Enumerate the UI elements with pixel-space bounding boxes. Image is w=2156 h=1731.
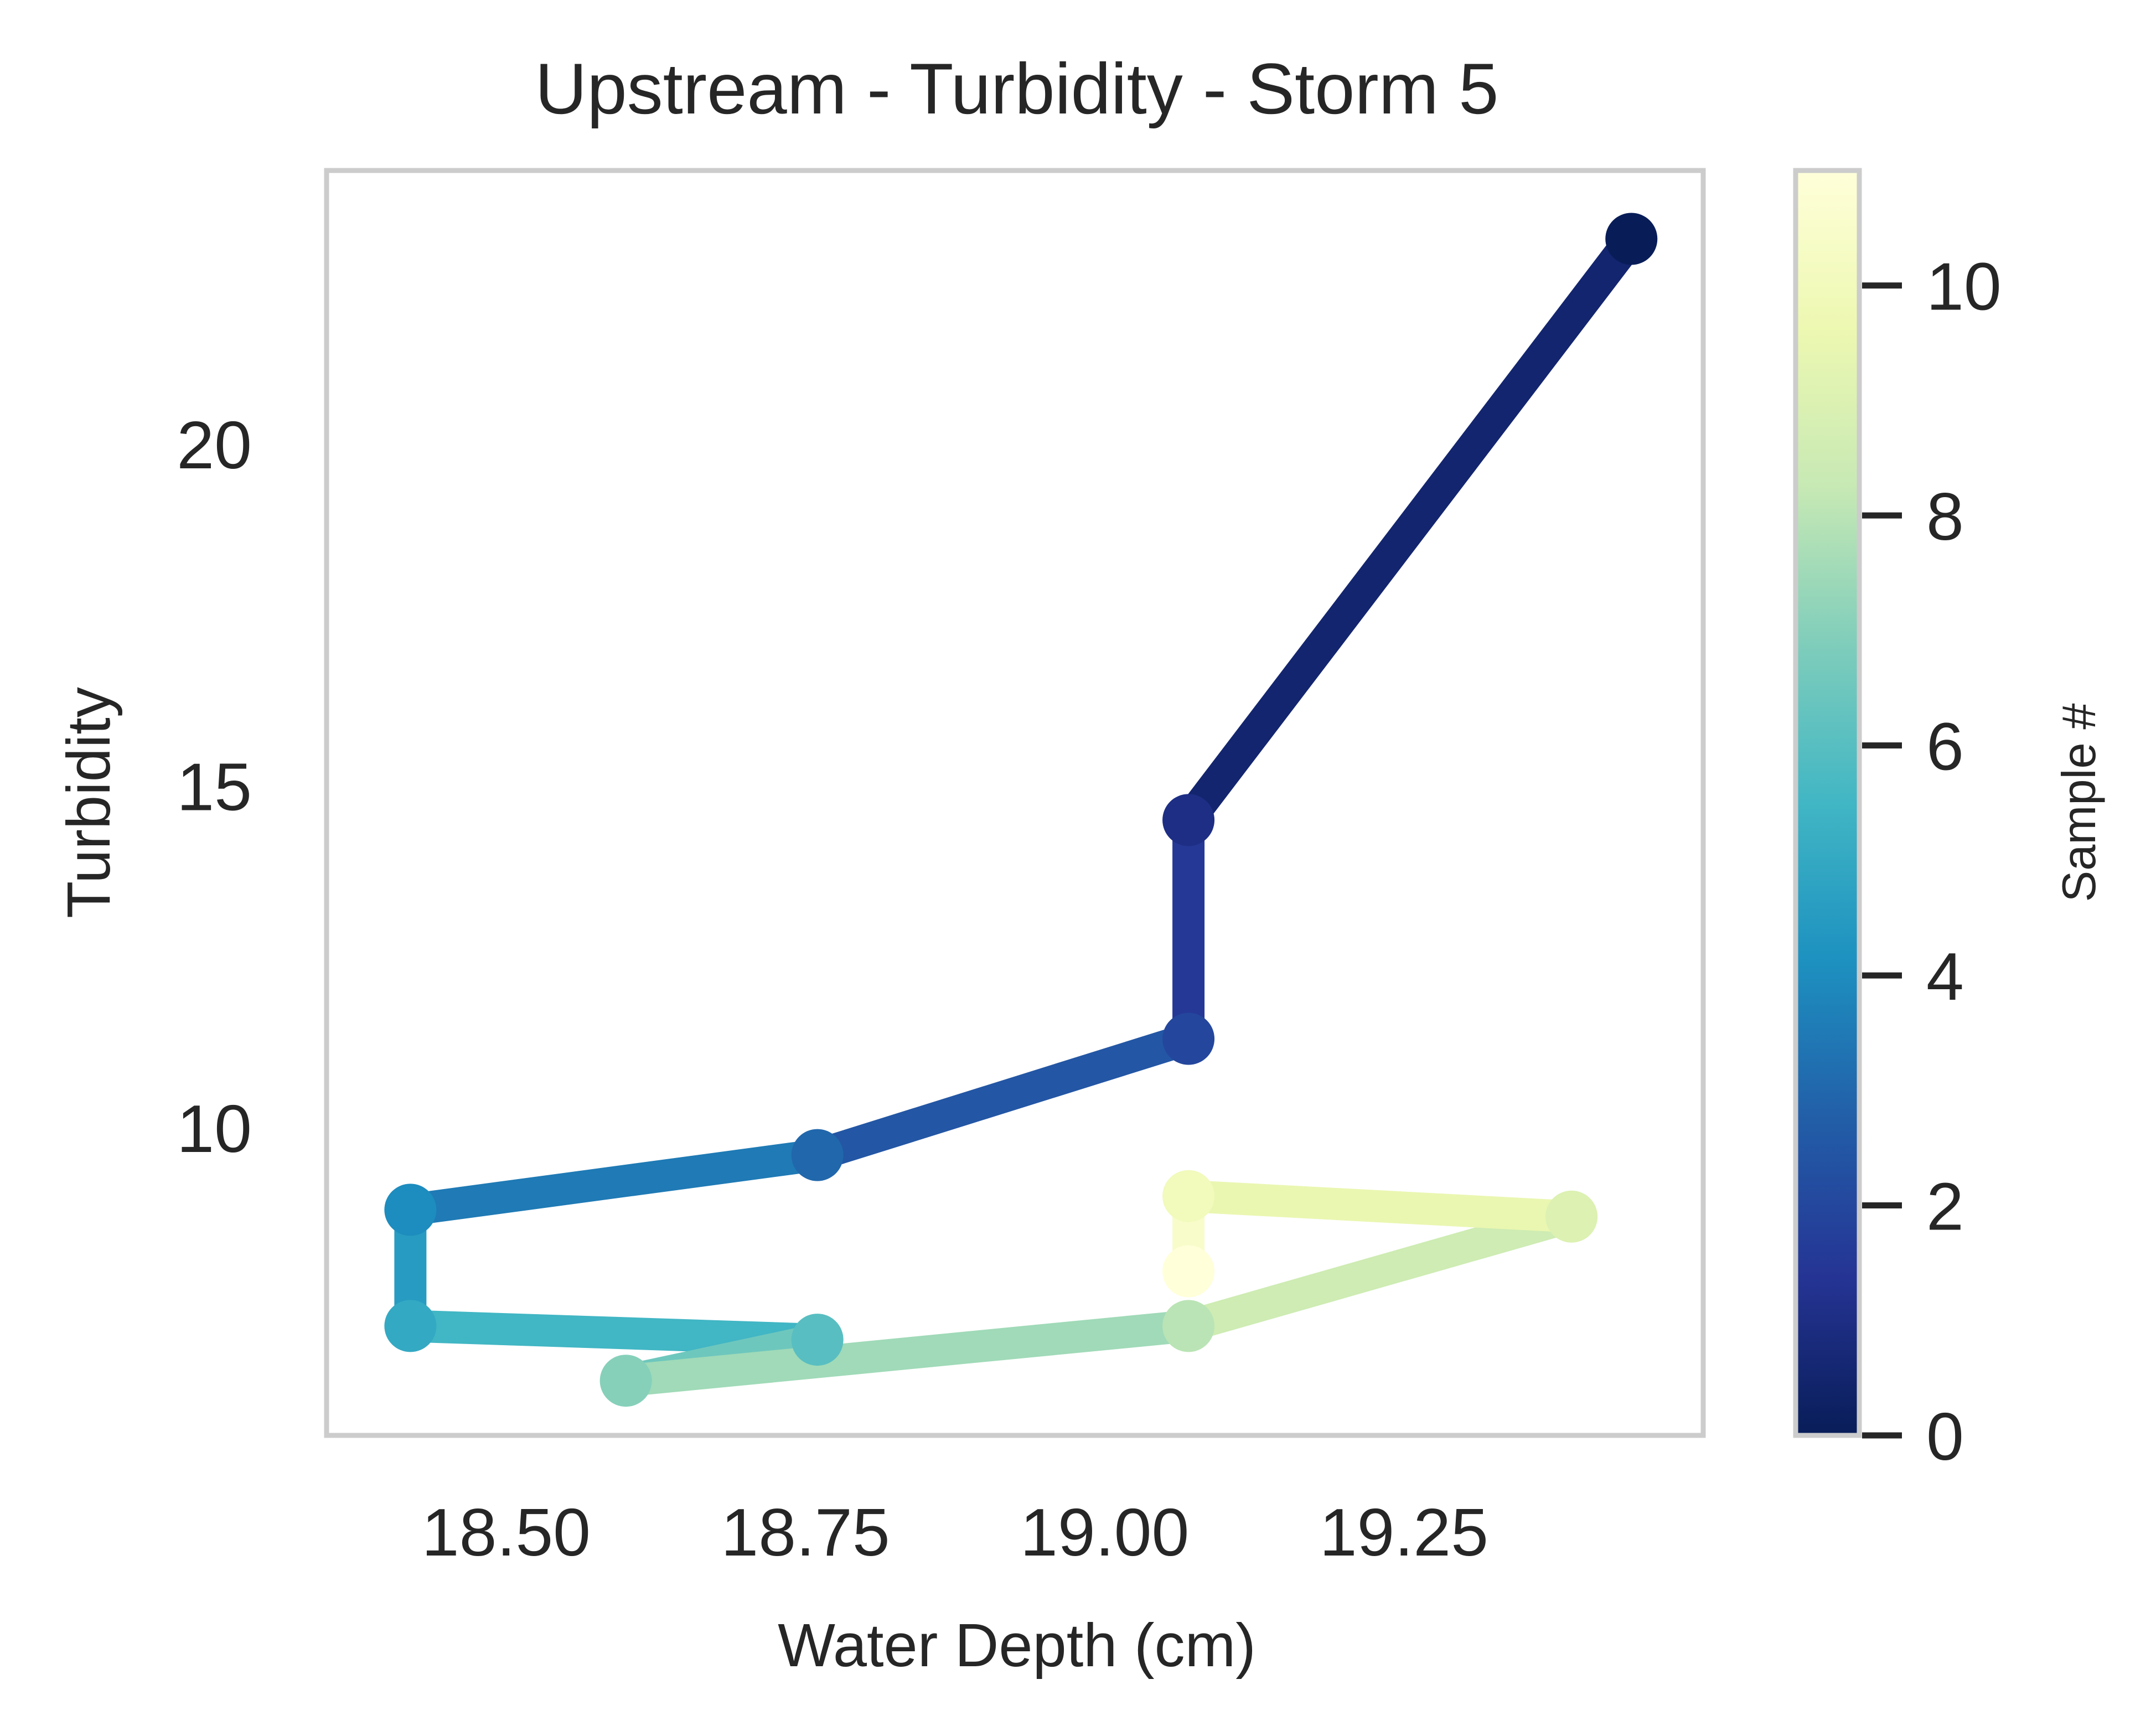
x-tick-label: 18.50: [422, 1495, 591, 1570]
data-point: [1162, 1012, 1215, 1065]
colorbar-tick-label: 10: [1926, 249, 2002, 324]
data-point: [384, 1184, 437, 1236]
data-point: [791, 1129, 844, 1181]
data-point: [1162, 1245, 1215, 1298]
x-tick-label: 19.25: [1320, 1495, 1488, 1570]
data-point: [1545, 1190, 1598, 1243]
data-point: [791, 1314, 844, 1366]
colorbar-tick-label: 4: [1926, 939, 1964, 1014]
colorbar: [1793, 168, 1862, 1438]
y-axis-ticks: 10 15 20: [177, 407, 252, 1166]
series-layer: [384, 213, 1658, 1407]
series-segment: [1184, 1201, 1576, 1342]
colorbar-tick-label: 2: [1926, 1169, 1964, 1244]
data-point: [384, 1300, 437, 1352]
series-segment: [813, 1023, 1193, 1171]
colorbar-tick-label: 6: [1926, 709, 1964, 784]
x-tick-label: 19.00: [1020, 1495, 1189, 1570]
colorbar-tick-label: 0: [1926, 1399, 1964, 1474]
y-tick-label: 20: [177, 407, 252, 483]
x-tick-label: 18.75: [721, 1495, 890, 1570]
colorbar-label: Sample #: [2053, 703, 2106, 902]
series-segment: [1187, 1180, 1573, 1233]
series-segment: [408, 1139, 820, 1226]
chart-title: Upstream - Turbidity - Storm 5: [535, 48, 1499, 129]
series-segment: [624, 1310, 1190, 1397]
data-point: [1162, 1300, 1215, 1352]
data-point: [1605, 213, 1658, 265]
y-tick-label: 15: [177, 750, 252, 825]
data-point: [599, 1355, 652, 1407]
data-point: [1162, 794, 1215, 846]
colorbar-ticks: 0 2 4 6 8 10: [1862, 249, 2002, 1474]
x-axis-label: Water Depth (cm): [778, 1611, 1256, 1680]
series-segment: [1176, 229, 1645, 830]
data-point: [1162, 1170, 1215, 1222]
x-axis-ticks: 18.50 18.75 19.00 19.25: [422, 1495, 1488, 1570]
y-tick-label: 10: [177, 1091, 252, 1166]
y-axis-label: Turbidity: [55, 687, 123, 918]
series-segment: [410, 1310, 818, 1356]
colorbar-tick-label: 8: [1926, 479, 1964, 554]
